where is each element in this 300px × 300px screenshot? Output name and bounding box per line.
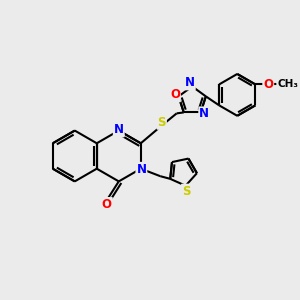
Text: S: S [158,116,166,129]
Text: N: N [114,124,124,136]
Text: N: N [185,76,195,89]
Text: S: S [182,184,190,198]
Text: N: N [199,107,209,120]
Text: O: O [102,198,112,211]
Text: O: O [263,78,273,91]
Text: CH₃: CH₃ [277,80,298,89]
Text: N: N [136,163,146,176]
Text: O: O [170,88,180,101]
